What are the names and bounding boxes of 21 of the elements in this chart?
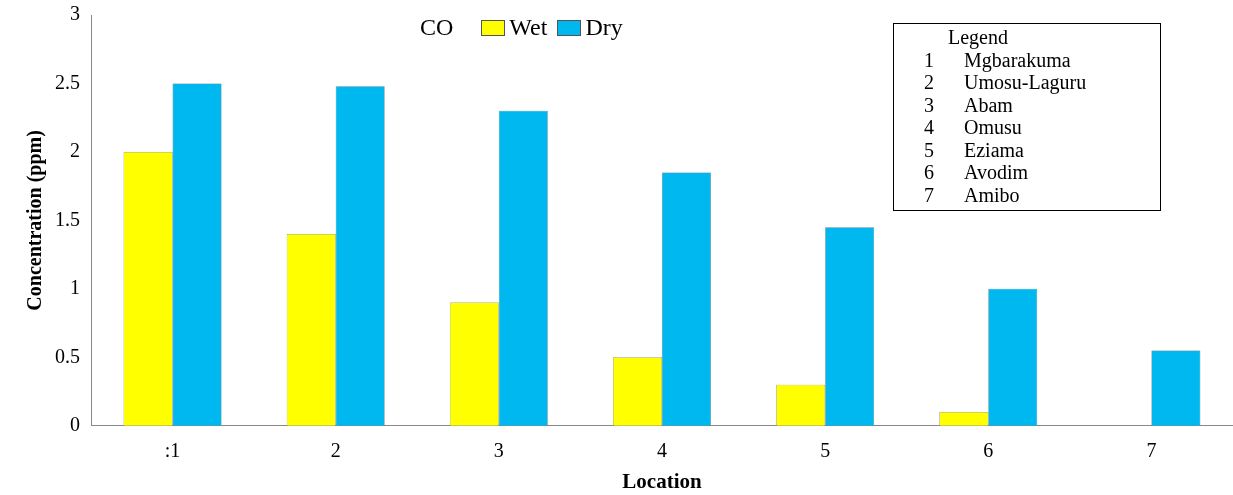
x-tick-label: 4: [657, 439, 667, 462]
legend-title: CO: [420, 14, 454, 41]
y-tick-label: 2.5: [55, 70, 80, 93]
x-tick-label: 5: [820, 439, 831, 462]
annotation: Legend: [947, 26, 1009, 49]
y-tick-label: 2: [70, 139, 80, 162]
text-box: Legend 1 Mgbarakuma 2 Umosu-Laguru 3 Abam 4 Omusu 5 Eziama 6 Avodim 7 Amibo: [893, 23, 1161, 211]
y-tick-label: 1: [70, 276, 80, 299]
y-tick-label: 1.5: [55, 207, 80, 230]
y-tick-label: 3: [70, 2, 80, 25]
x-axis-title: Location: [622, 468, 702, 493]
x-tick-label: 7: [1146, 439, 1157, 462]
x-tick-label: 6: [983, 439, 994, 462]
y-tick-label: 0: [70, 413, 80, 436]
x-tick-label: :1: [164, 439, 181, 462]
legend-label: Dry: [585, 14, 623, 41]
y-axis-title: Concentration (ppm): [23, 130, 47, 311]
x-tick-label: 2: [330, 439, 341, 462]
y-tick-label: 0.5: [55, 344, 80, 367]
legend-label: Wet: [509, 14, 548, 41]
x-tick-label: 3: [493, 439, 504, 462]
